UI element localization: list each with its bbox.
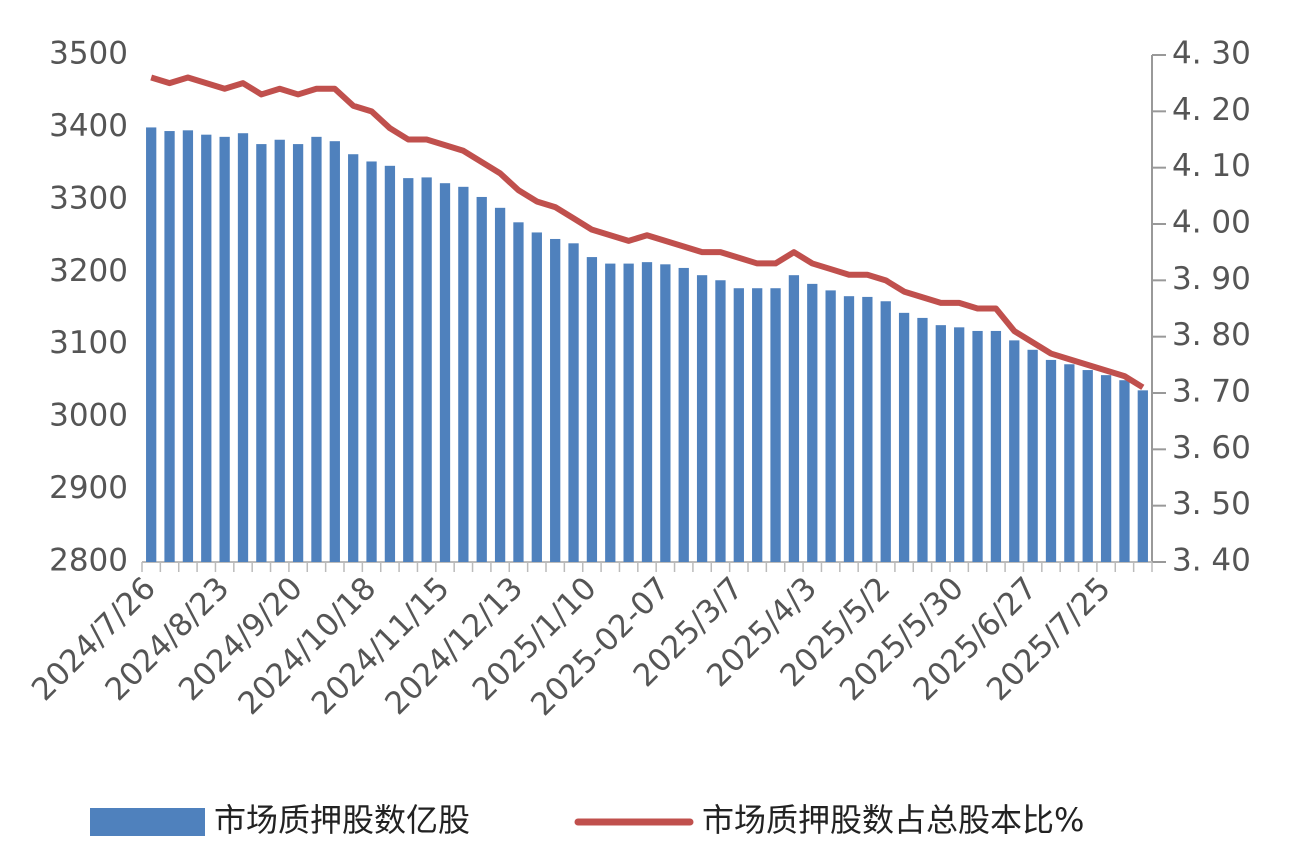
bar: [660, 264, 671, 562]
bar: [348, 154, 359, 562]
legend-swatch: [90, 808, 205, 836]
bar: [421, 177, 432, 562]
bar: [898, 312, 910, 562]
bar: [990, 330, 1002, 562]
y-tick-label: 3100: [49, 325, 128, 361]
y-tick-label: 3000: [49, 398, 128, 434]
bar: [458, 186, 469, 562]
bar: [605, 263, 616, 562]
y-tick-label: 3500: [49, 36, 128, 72]
y-tick-label: 3400: [49, 108, 128, 144]
bar: [752, 288, 763, 562]
bar: [954, 327, 965, 562]
bar: [274, 139, 285, 562]
bar: [770, 288, 781, 562]
y2-tick-label: 3. 60: [1172, 430, 1251, 466]
bar: [292, 144, 304, 562]
bar: [1045, 359, 1057, 562]
bar: [623, 263, 634, 562]
y2-tick-label: 3. 80: [1172, 317, 1251, 353]
legend-label: 市场质押股数占总股本比%: [702, 801, 1084, 839]
bar: [917, 317, 928, 562]
y-tick-label: 2800: [49, 543, 128, 579]
legend-label: 市场质押股数亿股: [214, 801, 470, 839]
bar: [641, 262, 653, 562]
bar: [513, 222, 524, 562]
bar: [788, 275, 800, 562]
bar: [1082, 370, 1093, 562]
bar: [1064, 364, 1075, 562]
bar: [531, 232, 542, 562]
bar: [568, 243, 579, 563]
bar: [366, 161, 377, 562]
bar: [715, 280, 726, 562]
y-tick-label: 3200: [49, 253, 128, 289]
bar: [807, 283, 818, 562]
bar: [146, 127, 157, 562]
bar: [1119, 380, 1130, 562]
bar: [311, 136, 322, 562]
bar: [843, 296, 855, 562]
y-tick-label: 3300: [49, 180, 128, 216]
bar: [201, 134, 212, 562]
bar: [1100, 375, 1112, 562]
bar: [237, 133, 249, 563]
bar: [164, 131, 175, 563]
bar: [329, 141, 340, 562]
bar: [182, 130, 194, 562]
bar: [1027, 349, 1038, 562]
y2-tick-label: 3. 50: [1172, 486, 1251, 522]
bar: [825, 290, 836, 562]
y2-tick-label: 4. 30: [1172, 36, 1251, 72]
y-tick-label: 2900: [49, 470, 128, 506]
bar: [972, 330, 983, 562]
bar: [1137, 390, 1148, 562]
y2-tick-label: 3. 70: [1172, 374, 1251, 410]
bar: [1009, 340, 1020, 562]
bar: [219, 136, 230, 562]
y2-tick-label: 4. 20: [1172, 92, 1251, 128]
bar: [403, 178, 414, 562]
bar: [586, 257, 598, 562]
bar: [494, 207, 506, 562]
bar: [733, 288, 744, 562]
bar: [384, 165, 396, 562]
y2-tick-label: 4. 00: [1172, 205, 1251, 241]
bar: [678, 267, 689, 562]
line: [150, 74, 1145, 390]
bar: [935, 325, 946, 562]
y2-tick-label: 3. 40: [1172, 543, 1251, 579]
bar: [696, 275, 708, 562]
y2-tick-label: 4. 10: [1172, 148, 1251, 184]
bar: [550, 238, 561, 562]
y2-tick-label: 3. 90: [1172, 261, 1251, 297]
bar: [256, 144, 267, 562]
bar: [880, 301, 891, 562]
bar: [439, 183, 451, 562]
bar: [476, 196, 487, 562]
bar: [862, 296, 873, 562]
